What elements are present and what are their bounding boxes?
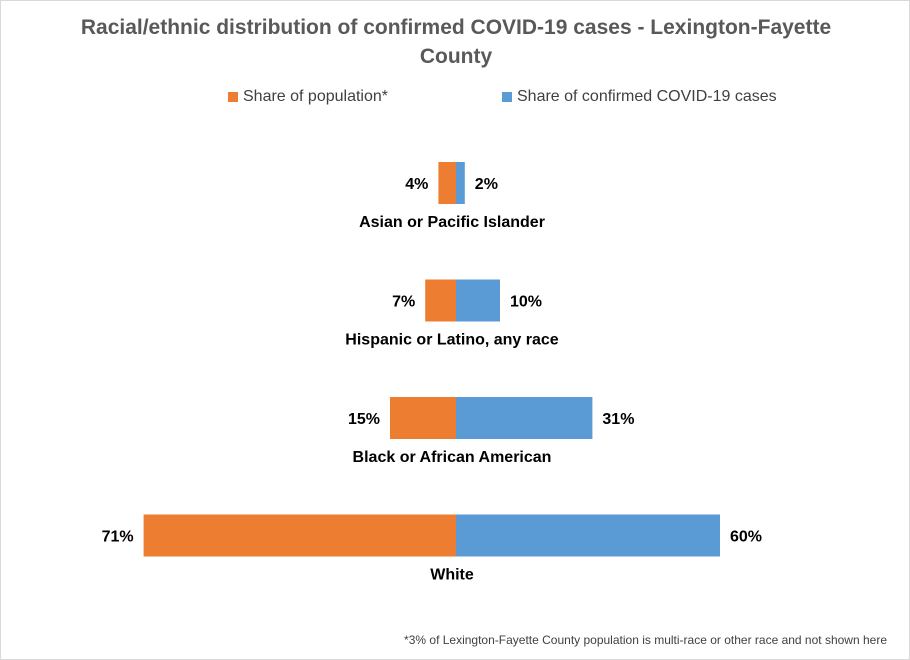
data-label-cases-1: 10% (510, 294, 542, 311)
bar-cases-1 (456, 279, 500, 322)
category-label-1: Hispanic or Latino, any race (345, 332, 559, 349)
bar-population-1 (425, 279, 456, 322)
data-label-cases-0: 2% (475, 176, 498, 193)
bar-population-0 (438, 162, 456, 204)
category-label-2: Black or African American (353, 449, 552, 466)
bar-cases-3 (456, 514, 720, 557)
legend-item-cases: Share of confirmed COVID-19 cases (502, 88, 777, 106)
data-label-population-0: 4% (405, 176, 428, 193)
data-label-cases-2: 31% (602, 411, 634, 428)
footnote: *3% of Lexington-Fayette County populati… (404, 633, 887, 647)
bar-cases-2 (456, 397, 593, 439)
legend-label-population: Share of population* (243, 88, 388, 105)
data-label-cases-3: 60% (730, 529, 762, 546)
legend-swatch-population (228, 92, 238, 102)
data-label-population-3: 71% (102, 529, 134, 546)
category-label-0: Asian or Pacific Islander (359, 214, 545, 231)
bar-cases-0 (456, 162, 465, 204)
legend: Share of population* Share of confirmed … (1, 88, 909, 110)
category-label-3: White (430, 567, 474, 584)
legend-swatch-cases (502, 92, 512, 102)
bar-population-3 (143, 514, 456, 557)
legend-label-cases: Share of confirmed COVID-19 cases (517, 88, 777, 105)
chart-title: Racial/ethnic distribution of confirmed … (80, 16, 832, 68)
legend-item-population: Share of population* (228, 88, 388, 106)
data-label-population-1: 7% (392, 294, 415, 311)
data-label-population-2: 15% (348, 411, 380, 428)
bar-population-2 (390, 397, 456, 439)
